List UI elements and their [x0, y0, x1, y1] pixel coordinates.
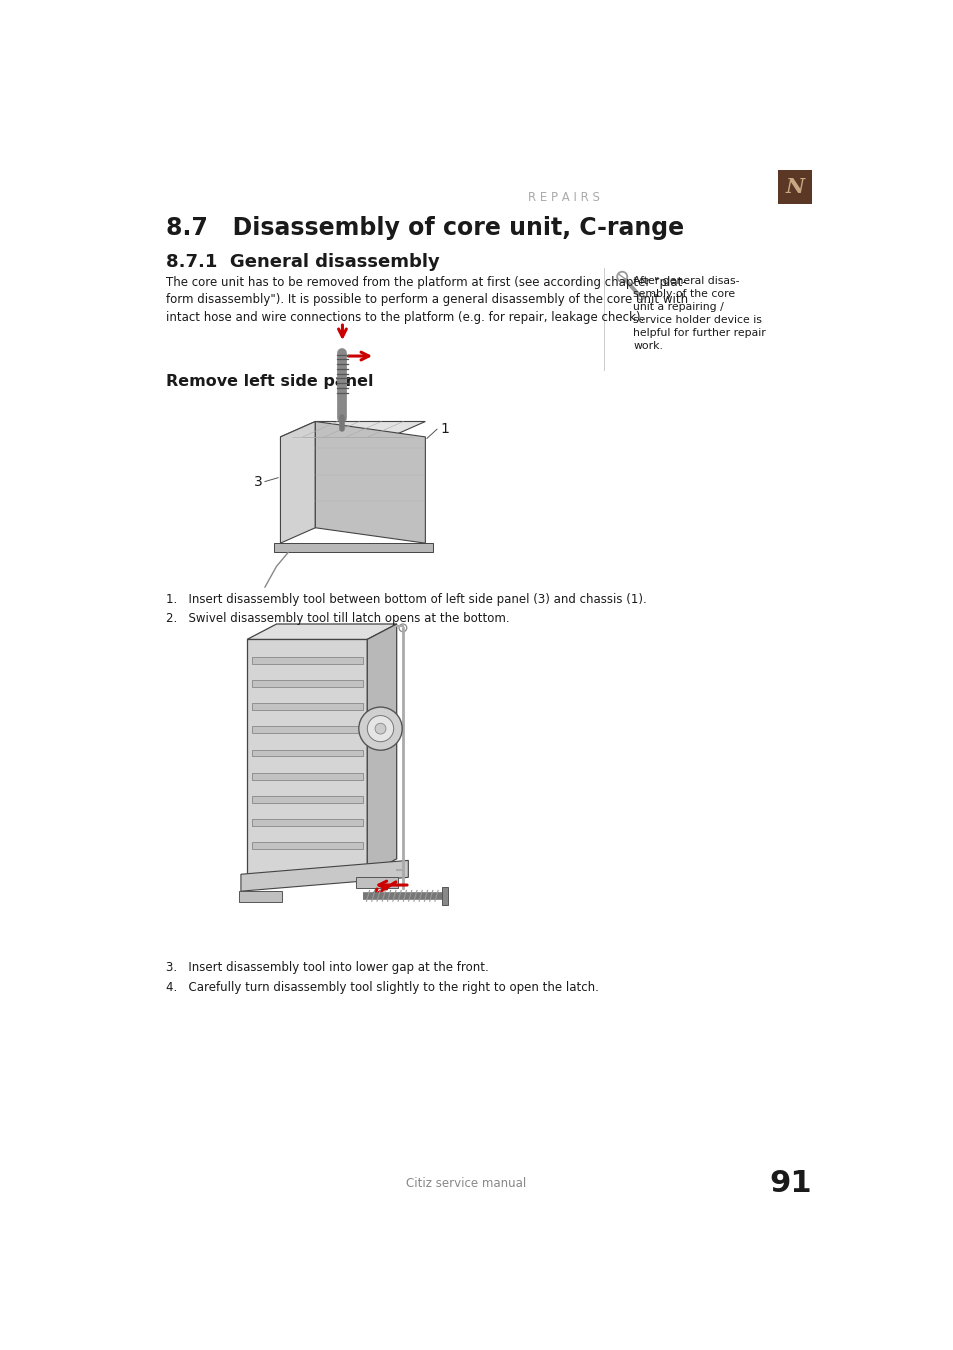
Text: The core unit has to be removed from the platform at first (see according chapte: The core unit has to be removed from the…: [166, 275, 687, 324]
Bar: [252, 657, 362, 664]
Polygon shape: [280, 421, 425, 437]
Bar: [239, 891, 282, 902]
Bar: [441, 887, 447, 905]
Bar: [252, 749, 362, 756]
Polygon shape: [367, 624, 396, 875]
Bar: [252, 842, 362, 849]
Text: 2.   Swivel disassembly tool till latch opens at the bottom.: 2. Swivel disassembly tool till latch op…: [166, 613, 509, 625]
Text: 8.7.1  General disassembly: 8.7.1 General disassembly: [166, 252, 439, 271]
Text: N: N: [784, 177, 803, 197]
Text: 1.   Insert disassembly tool between bottom of left side panel (3) and chassis (: 1. Insert disassembly tool between botto…: [166, 593, 646, 606]
Text: Remove left side panel: Remove left side panel: [166, 374, 373, 389]
Circle shape: [358, 707, 402, 751]
Text: 3: 3: [253, 475, 262, 489]
Polygon shape: [247, 624, 396, 640]
Bar: [252, 680, 362, 687]
Bar: [252, 726, 362, 733]
Bar: [252, 703, 362, 710]
Text: 3.   Insert disassembly tool into lower gap at the front.: 3. Insert disassembly tool into lower ga…: [166, 961, 488, 975]
Polygon shape: [280, 421, 315, 543]
Bar: [252, 772, 362, 779]
Text: Citiz service manual: Citiz service manual: [405, 1177, 525, 1189]
Polygon shape: [315, 421, 425, 543]
Bar: [252, 819, 362, 826]
Bar: [252, 795, 362, 803]
Text: 8.7   Disassembly of core unit, C-range: 8.7 Disassembly of core unit, C-range: [166, 216, 683, 240]
Polygon shape: [247, 640, 367, 875]
Circle shape: [375, 724, 386, 734]
Polygon shape: [274, 543, 433, 552]
Text: 91: 91: [769, 1169, 811, 1199]
Text: 1: 1: [440, 423, 449, 436]
Text: R E P A I R S: R E P A I R S: [527, 192, 599, 204]
Circle shape: [398, 624, 406, 632]
Polygon shape: [241, 860, 408, 891]
Circle shape: [367, 716, 394, 741]
Text: 4.   Carefully turn disassembly tool slightly to the right to open the latch.: 4. Carefully turn disassembly tool sligh…: [166, 980, 598, 994]
Text: After general disas-
sembly of the core
unit a repairing /
service holder device: After general disas- sembly of the core …: [633, 275, 765, 351]
Bar: [355, 878, 397, 888]
Bar: [778, 170, 811, 204]
